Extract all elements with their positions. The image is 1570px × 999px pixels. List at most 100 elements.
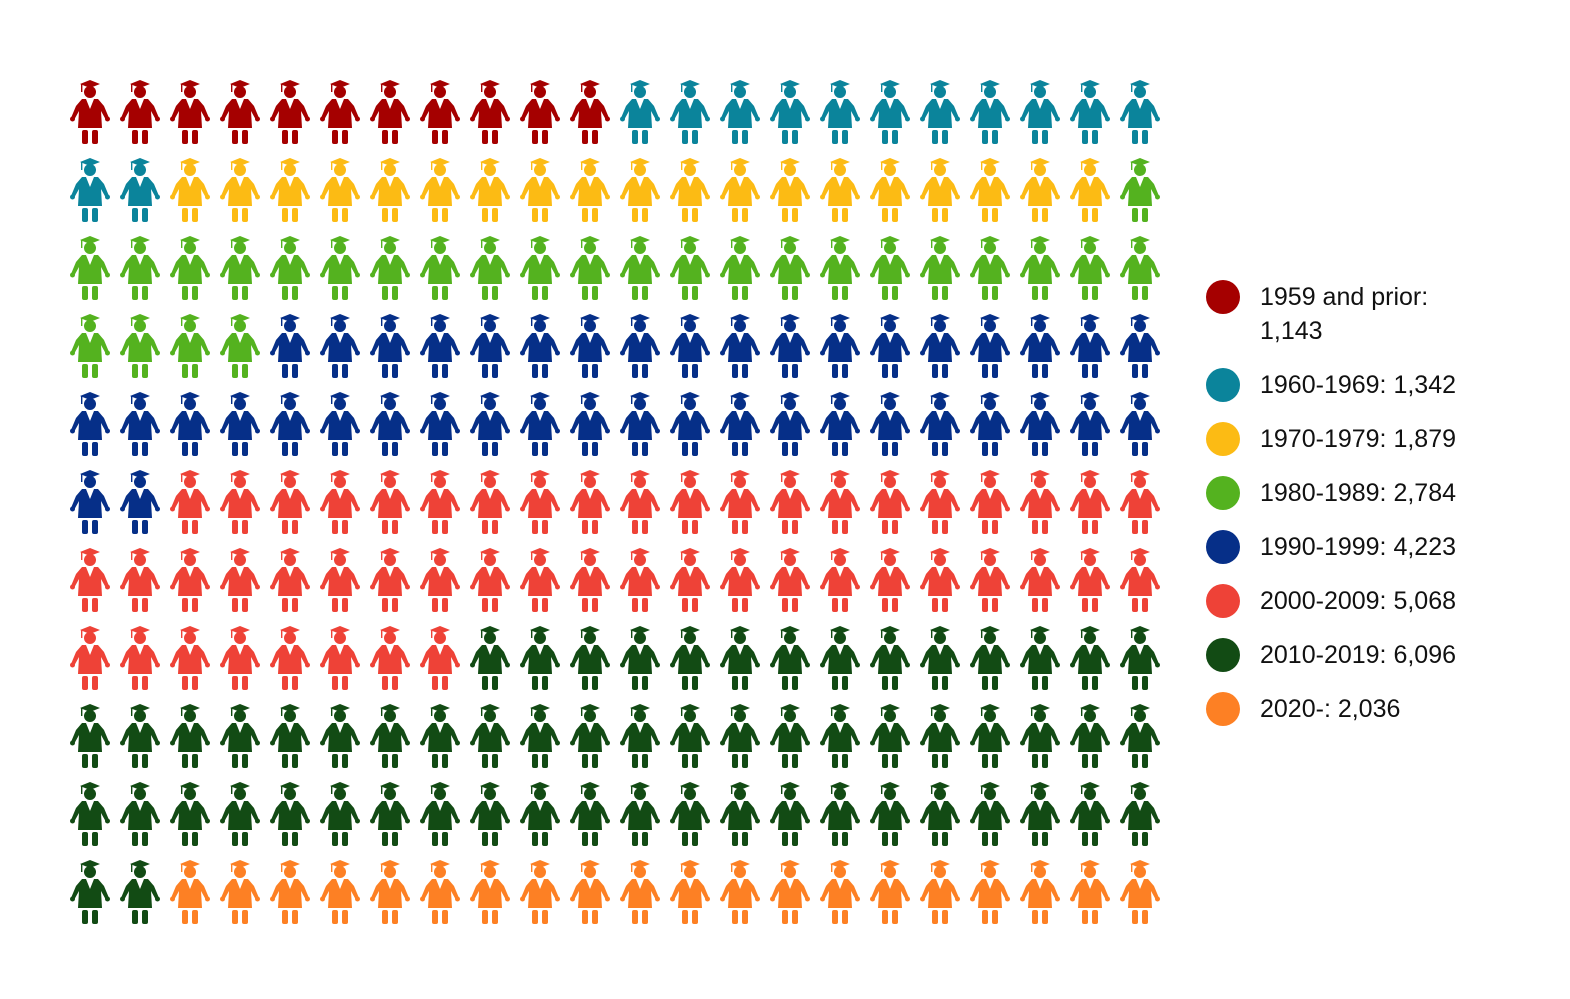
graduate-icon-2000-2009 (670, 470, 710, 534)
graduate-icon-2000-2009 (870, 548, 910, 612)
graduate-icon-1990-1999 (720, 392, 760, 456)
graduate-icon-2000-2009 (820, 548, 860, 612)
graduate-icon-2000-2009 (670, 548, 710, 612)
graduate-icon-2000-2009 (70, 548, 110, 612)
graduate-icon-2010-2019 (570, 626, 610, 690)
graduate-icon-2020- (1070, 860, 1110, 924)
graduate-icon-1959-and-prior (570, 80, 610, 144)
graduate-icon-1990-1999 (920, 314, 960, 378)
graduate-icon-2020- (870, 860, 910, 924)
graduate-icon-1959-and-prior (70, 80, 110, 144)
graduate-icon-2010-2019 (1070, 704, 1110, 768)
graduate-icon-2020- (420, 860, 460, 924)
graduate-icon-1980-1989 (220, 236, 260, 300)
graduate-icon-1980-1989 (120, 236, 160, 300)
legend-swatch (1206, 530, 1240, 564)
graduate-icon-2020- (670, 860, 710, 924)
graduate-icon-1980-1989 (520, 236, 560, 300)
graduate-icon-2010-2019 (1070, 626, 1110, 690)
legend-item: 1959 and prior: 1,143 (1206, 280, 1490, 348)
graduate-icon-1980-1989 (270, 236, 310, 300)
graduate-icon-1970-1979 (770, 158, 810, 222)
graduate-icon-2020- (970, 860, 1010, 924)
graduate-icon-1980-1989 (420, 236, 460, 300)
graduate-icon-2010-2019 (570, 704, 610, 768)
graduate-icon-2010-2019 (270, 782, 310, 846)
graduate-icon-1990-1999 (1070, 392, 1110, 456)
graduate-icon-1980-1989 (870, 236, 910, 300)
graduate-icon-1980-1989 (720, 236, 760, 300)
graduate-icon-1990-1999 (670, 314, 710, 378)
graduate-icon-1980-1989 (1020, 236, 1060, 300)
graduate-icon-2010-2019 (920, 626, 960, 690)
graduate-icon-2020- (370, 860, 410, 924)
graduate-icon-1970-1979 (970, 158, 1010, 222)
graduate-icon-2010-2019 (720, 704, 760, 768)
graduate-icon-2000-2009 (220, 626, 260, 690)
legend-label: 1960-1969: 1,342 (1260, 371, 1457, 399)
graduate-icon-1990-1999 (920, 392, 960, 456)
graduate-icon-1960-1969 (620, 80, 660, 144)
graduate-icon-2020- (620, 860, 660, 924)
graduate-icon-2010-2019 (70, 782, 110, 846)
graduate-icon-1990-1999 (520, 314, 560, 378)
graduate-icon-2000-2009 (470, 548, 510, 612)
graduate-icon-1970-1979 (920, 158, 960, 222)
graduate-icon-1970-1979 (870, 158, 910, 222)
graduate-icon-1980-1989 (620, 236, 660, 300)
graduate-icon-2000-2009 (420, 470, 460, 534)
graduate-icon-2000-2009 (970, 548, 1010, 612)
graduate-icon-2010-2019 (820, 626, 860, 690)
graduate-icon-1959-and-prior (220, 80, 260, 144)
graduate-icon-2000-2009 (820, 470, 860, 534)
graduate-icon-1990-1999 (120, 392, 160, 456)
graduate-icon-2000-2009 (770, 548, 810, 612)
graduate-icon-2000-2009 (920, 548, 960, 612)
graduate-icon-2020- (1020, 860, 1060, 924)
graduate-icon-1980-1989 (920, 236, 960, 300)
graduate-icon-2000-2009 (320, 470, 360, 534)
graduate-icon-1990-1999 (620, 392, 660, 456)
graduate-icon-1959-and-prior (420, 80, 460, 144)
graduate-icon-1980-1989 (570, 236, 610, 300)
graduate-icon-2020- (270, 860, 310, 924)
graduate-icon-1960-1969 (920, 80, 960, 144)
graduate-icon-2010-2019 (1120, 704, 1160, 768)
graduate-icon-2010-2019 (720, 626, 760, 690)
graduate-icon-1990-1999 (670, 392, 710, 456)
graduate-icon-1960-1969 (120, 158, 160, 222)
graduate-icon-2010-2019 (620, 782, 660, 846)
graduate-icon-2000-2009 (70, 626, 110, 690)
graduate-icon-2010-2019 (120, 782, 160, 846)
graduate-icon-2020- (720, 860, 760, 924)
graduate-icon-1990-1999 (620, 314, 660, 378)
graduate-icon-1990-1999 (470, 392, 510, 456)
graduate-icon-2000-2009 (1120, 548, 1160, 612)
graduate-icon-1970-1979 (670, 158, 710, 222)
graduate-icon-2010-2019 (470, 626, 510, 690)
graduate-icon-2000-2009 (570, 470, 610, 534)
graduate-icon-1990-1999 (370, 392, 410, 456)
graduate-icon-2010-2019 (1120, 782, 1160, 846)
graduate-icon-2000-2009 (870, 470, 910, 534)
graduate-icon-2010-2019 (820, 782, 860, 846)
graduate-icon-2010-2019 (770, 626, 810, 690)
graduate-icon-1960-1969 (720, 80, 760, 144)
graduate-icon-1990-1999 (570, 314, 610, 378)
graduate-icon-2010-2019 (370, 704, 410, 768)
graduate-icon-1990-1999 (220, 392, 260, 456)
graduate-icon-2010-2019 (1120, 626, 1160, 690)
graduate-icon-2000-2009 (970, 470, 1010, 534)
graduate-icon-1960-1969 (1120, 80, 1160, 144)
legend-item: 2000-2009: 5,068 (1206, 584, 1490, 618)
graduate-icon-2000-2009 (220, 470, 260, 534)
graduate-icon-2000-2009 (770, 470, 810, 534)
graduate-icon-1990-1999 (870, 392, 910, 456)
graduate-icon-1970-1979 (270, 158, 310, 222)
graduate-icon-1970-1979 (1070, 158, 1110, 222)
graduate-icon-2010-2019 (170, 782, 210, 846)
graduate-icon-1990-1999 (70, 470, 110, 534)
graduate-icon-1990-1999 (770, 392, 810, 456)
graduate-icon-2010-2019 (470, 782, 510, 846)
graduate-icon-1990-1999 (1120, 392, 1160, 456)
